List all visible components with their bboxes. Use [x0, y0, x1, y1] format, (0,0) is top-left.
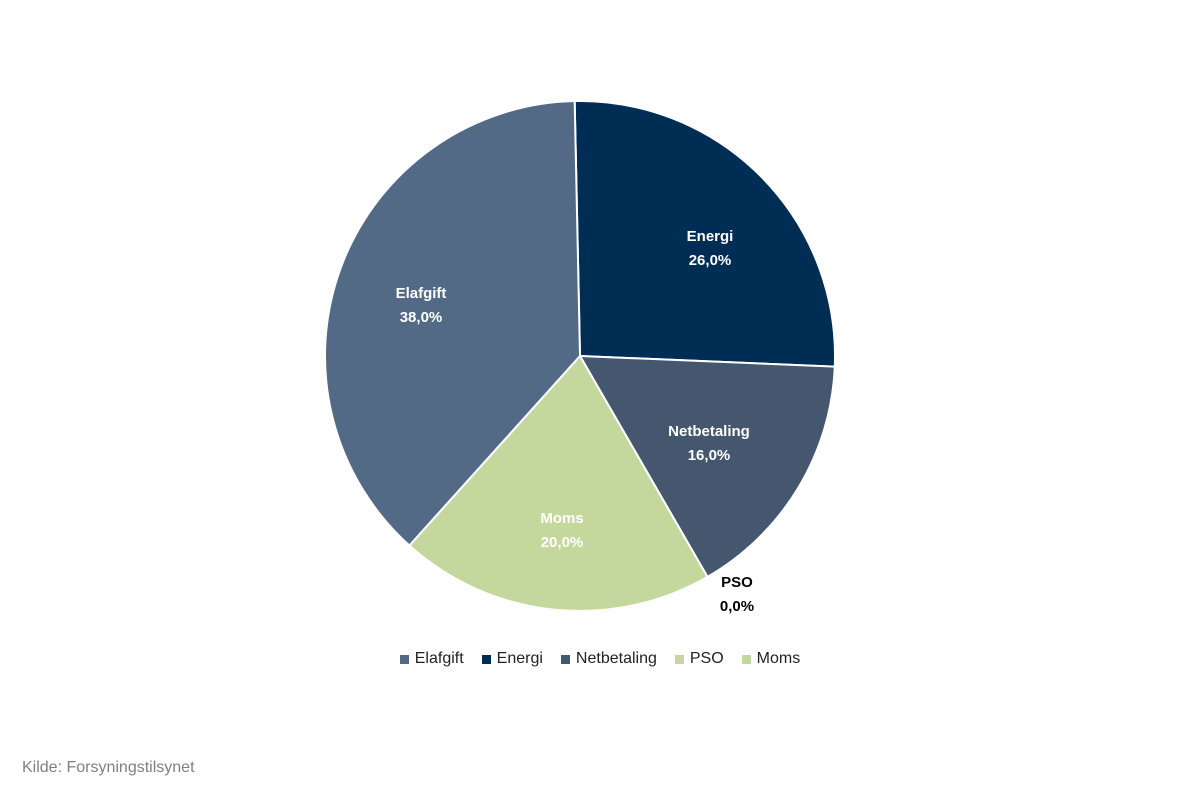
legend-swatch-energi	[481, 654, 491, 664]
legend-label-pso: PSO	[689, 650, 724, 667]
slice-label-netbetaling: Netbetaling	[668, 423, 750, 440]
legend-item-elafgift: Elafgift	[399, 650, 464, 668]
slice-label-moms: Moms	[540, 510, 583, 527]
pie-slice-energi	[573, 100, 836, 368]
slice-label-energi: Energi	[687, 228, 734, 245]
source-note: Kilde: Forsyningstilsynet	[22, 759, 195, 776]
legend-label-energi: Energi	[496, 650, 543, 667]
slice-value-elafgift: 38,0%	[400, 309, 443, 326]
legend-item-moms: Moms	[741, 650, 801, 668]
pie-slice-elafgift	[324, 100, 582, 547]
legend-label-moms: Moms	[756, 650, 801, 667]
slice-value-pso: 0,0%	[720, 598, 754, 615]
legend-item-energi: Energi	[481, 650, 543, 668]
legend-swatch-netbetaling	[560, 654, 570, 664]
legend-item-pso: PSO	[674, 650, 724, 668]
legend: Elafgift Energi Netbetaling PSO Moms	[0, 650, 1200, 668]
legend-swatch-pso	[674, 654, 684, 664]
slice-value-moms: 20,0%	[541, 534, 584, 551]
legend-item-netbetaling: Netbetaling	[560, 650, 657, 668]
legend-label-netbetaling: Netbetaling	[575, 650, 657, 667]
legend-swatch-elafgift	[399, 654, 409, 664]
pie-slice-moms	[407, 354, 709, 612]
legend-label-elafgift: Elafgift	[414, 650, 464, 667]
pie-slice-netbetaling	[578, 354, 836, 579]
slice-label-elafgift: Elafgift	[396, 285, 447, 302]
slice-label-pso: PSO	[721, 574, 753, 591]
legend-swatch-moms	[741, 654, 751, 664]
slice-value-energi: 26,0%	[689, 252, 732, 269]
slice-value-netbetaling: 16,0%	[688, 447, 731, 464]
